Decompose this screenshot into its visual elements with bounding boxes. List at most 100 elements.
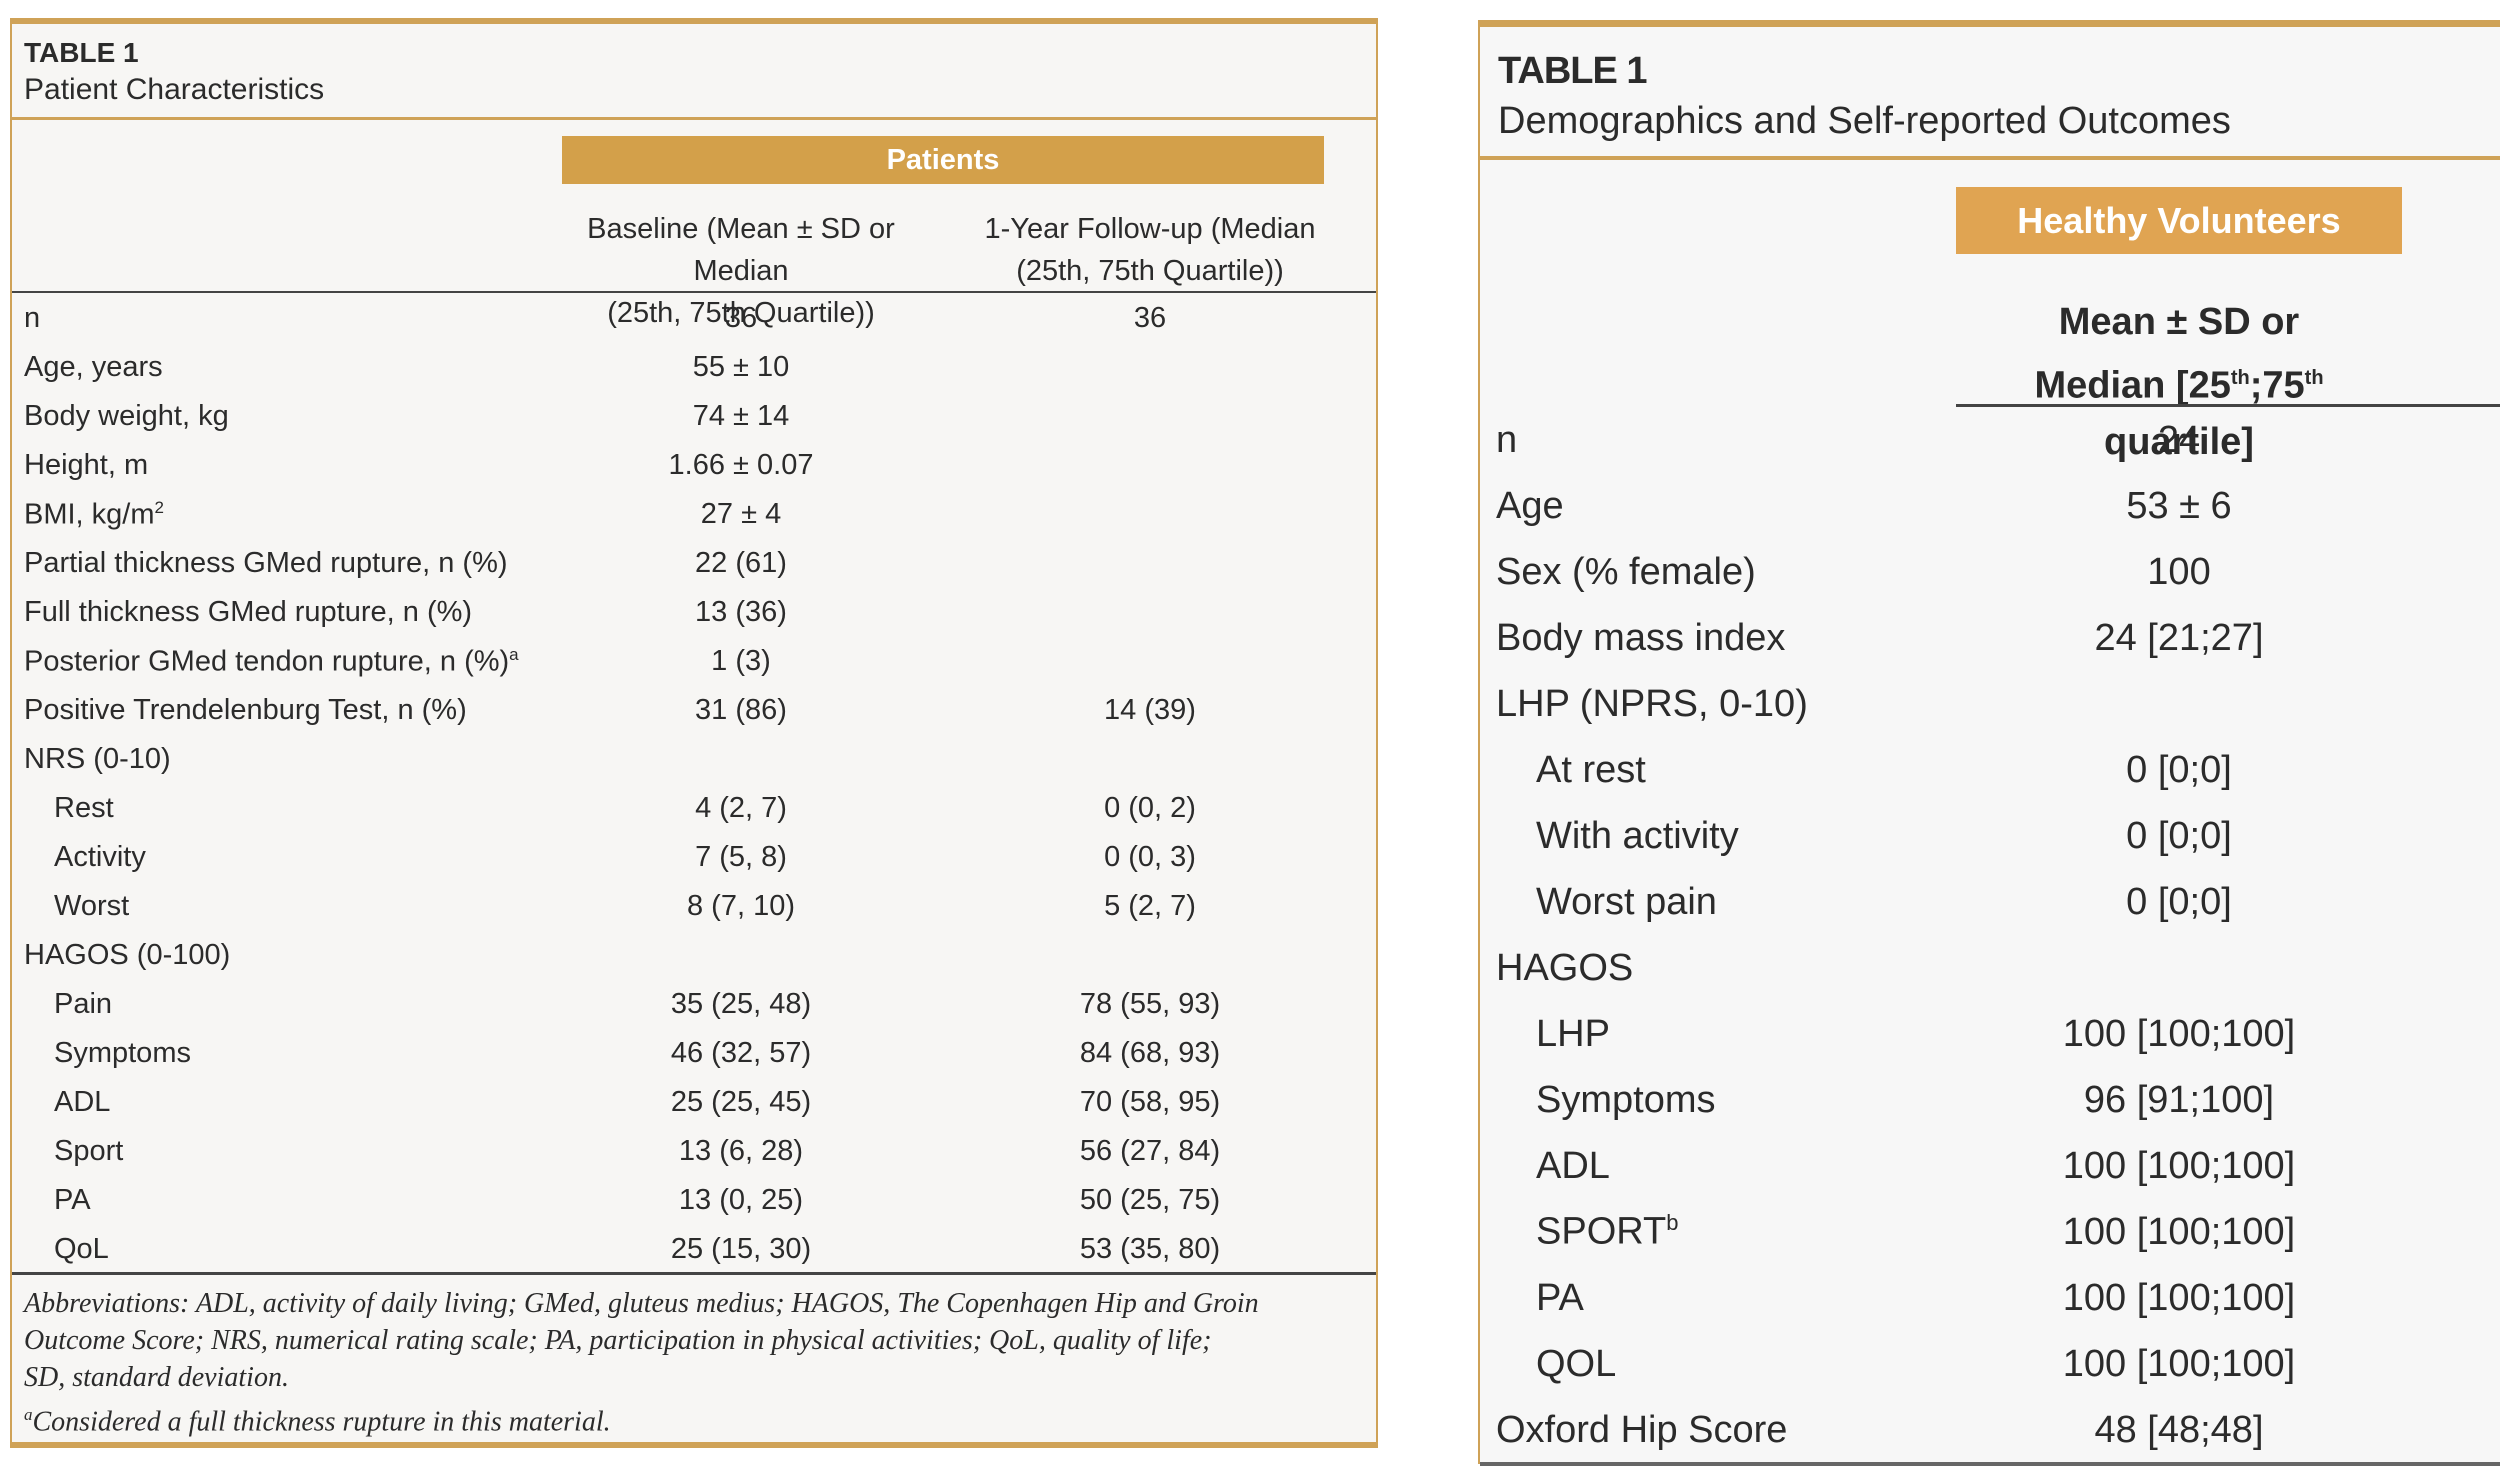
footnote-line: Outcome Score; NRS, numerical rating sca… bbox=[24, 1325, 1212, 1356]
bottom-divider bbox=[1480, 1462, 2500, 1466]
row-label: LHP bbox=[1480, 1013, 1956, 1056]
row-label-text: n bbox=[24, 302, 41, 334]
row-label: Rest bbox=[12, 792, 562, 825]
row-label-text: QoL bbox=[54, 1233, 109, 1265]
footnote-line: SD, standard deviation. bbox=[24, 1362, 289, 1393]
followup-cell: 56 (27, 84) bbox=[1079, 1135, 1221, 1167]
followup-header-line1: 1-Year Follow-up (Median bbox=[984, 213, 1316, 245]
table-row: QOL 100 [100;100] bbox=[1480, 1331, 2500, 1397]
table-row: BMI, kg/m2 27 ± 4 bbox=[12, 490, 1376, 539]
baseline-cell: 1 (3) bbox=[711, 645, 771, 677]
value-cell: 0 [0;0] bbox=[2126, 748, 2232, 791]
table-row: Partial thickness GMed rupture, n (%) 22 … bbox=[12, 539, 1376, 588]
table-row: Body weight, kg 74 ± 14 bbox=[12, 392, 1376, 441]
table-number: TABLE 1 bbox=[1498, 50, 1648, 92]
baseline-cell: 8 (7, 10) bbox=[687, 890, 795, 922]
row-label: With activity bbox=[1480, 815, 1956, 858]
row-label-text: At rest bbox=[1536, 748, 1646, 791]
table-row: Symptoms 96 [91;100] bbox=[1480, 1067, 2500, 1133]
baseline-header-line1: Baseline (Mean ± SD or Median bbox=[587, 213, 895, 287]
value-cell: 100 [100;100] bbox=[2062, 1144, 2296, 1187]
value-cell: 100 [100;100] bbox=[2062, 1342, 2296, 1385]
row-label-text: LHP bbox=[1536, 1012, 1610, 1055]
followup-cell: 5 (2, 7) bbox=[1104, 890, 1196, 922]
baseline-cell: 22 (61) bbox=[695, 547, 787, 579]
baseline-cell: 7 (5, 8) bbox=[695, 841, 787, 873]
row-label: HAGOS bbox=[1480, 947, 1956, 990]
row-label: n bbox=[1480, 419, 1956, 462]
baseline-cell: 13 (6, 28) bbox=[678, 1135, 804, 1167]
baseline-cell: 74 ± 14 bbox=[692, 400, 790, 432]
row-label-text: Sport bbox=[54, 1135, 124, 1167]
header-divider bbox=[1956, 404, 2500, 407]
table-row: PA 13 (0, 25) 50 (25, 75) bbox=[12, 1176, 1376, 1225]
column-header-line1: Mean ± SD or bbox=[2058, 301, 2300, 343]
followup-header-line2: (25th, 75th Quartile)) bbox=[1016, 255, 1284, 287]
row-label: QOL bbox=[1480, 1343, 1956, 1386]
patient-characteristics-table: TABLE 1 Patient Characteristics Patients… bbox=[10, 18, 1378, 1448]
baseline-cell: 35 (25, 48) bbox=[670, 988, 812, 1020]
row-label-sup: a bbox=[509, 644, 519, 664]
header-part: Median [25 bbox=[2034, 364, 2231, 407]
row-label-text: Symptoms bbox=[54, 1037, 191, 1069]
row-label: BMI, kg/m2 bbox=[12, 498, 562, 532]
row-label: Positive Trendelenburg Test, n (%) bbox=[12, 694, 562, 727]
row-label: SPORTb bbox=[1480, 1210, 1956, 1254]
row-label-text: Body mass index bbox=[1496, 616, 1786, 659]
table-row: Worst 8 (7, 10) 5 (2, 7) bbox=[12, 882, 1376, 931]
row-label-text: With activity bbox=[1536, 814, 1739, 857]
table-title-area: TABLE 1 Patient Characteristics bbox=[12, 24, 1376, 120]
row-label: Oxford Hip Score bbox=[1480, 1409, 1956, 1452]
row-label-text: Age, years bbox=[24, 351, 163, 383]
followup-cell: 0 (0, 2) bbox=[1104, 792, 1196, 824]
row-label-text: Pain bbox=[54, 988, 113, 1020]
row-label: QoL bbox=[12, 1233, 562, 1266]
table-row: NRS (0-10) bbox=[12, 735, 1376, 784]
row-label: Activity bbox=[12, 841, 562, 874]
table-title: Patient Characteristics bbox=[24, 73, 325, 106]
table-row: At rest 0 [0;0] bbox=[1480, 737, 2500, 803]
row-label: PA bbox=[1480, 1277, 1956, 1320]
baseline-cell: 36 bbox=[724, 302, 758, 334]
table-body: n 36 36 Age, years 55 ± 10 Body weight, kg 74 … bbox=[12, 294, 1376, 1274]
table-row: Posterior GMed tendon rupture, n (%)a 1 (… bbox=[12, 637, 1376, 686]
table-row: Height, m 1.66 ± 0.07 bbox=[12, 441, 1376, 490]
value-column-header: Mean ± SD or Median [25th;75th quartile] bbox=[1956, 294, 2402, 470]
row-label-text: ADL bbox=[54, 1086, 111, 1118]
row-label-text: Partial thickness GMed rupture, n (%) bbox=[24, 547, 508, 579]
value-cell: 100 bbox=[2147, 550, 2211, 593]
baseline-cell: 13 (0, 25) bbox=[678, 1184, 804, 1216]
row-label-text: ADL bbox=[1536, 1144, 1610, 1187]
row-label-text: HAGOS (0-100) bbox=[24, 939, 231, 971]
row-label: Posterior GMed tendon rupture, n (%)a bbox=[12, 645, 562, 679]
table-row: LHP (NPRS, 0-10) bbox=[1480, 671, 2500, 737]
row-label-text: Posterior GMed tendon rupture, n (%) bbox=[24, 645, 510, 678]
row-label: Worst bbox=[12, 890, 562, 923]
table-row: Activity 7 (5, 8) 0 (0, 3) bbox=[12, 833, 1376, 882]
row-label: At rest bbox=[1480, 749, 1956, 792]
row-label-text: Height, m bbox=[24, 449, 149, 481]
value-cell: 0 [0;0] bbox=[2126, 880, 2232, 923]
value-cell: 53 ± 6 bbox=[2126, 484, 2232, 527]
followup-cell: 14 (39) bbox=[1104, 694, 1196, 726]
baseline-cell: 13 (36) bbox=[695, 596, 787, 628]
baseline-cell: 4 (2, 7) bbox=[695, 792, 787, 824]
row-label-text: Oxford Hip Score bbox=[1496, 1408, 1788, 1451]
row-label-text: Sex (% female) bbox=[1496, 550, 1756, 593]
table-row: Age, years 55 ± 10 bbox=[12, 343, 1376, 392]
header-sup: th bbox=[2304, 367, 2324, 389]
table-row: Sport 13 (6, 28) 56 (27, 84) bbox=[12, 1127, 1376, 1176]
row-label: Sport bbox=[12, 1135, 562, 1168]
header-part: ;75 bbox=[2249, 364, 2305, 407]
row-label-text: QOL bbox=[1536, 1342, 1617, 1385]
followup-cell: 84 (68, 93) bbox=[1079, 1037, 1221, 1069]
row-label: NRS (0-10) bbox=[12, 743, 562, 776]
row-label-text: n bbox=[1496, 418, 1518, 461]
baseline-cell: 25 (15, 30) bbox=[670, 1233, 812, 1265]
row-label: ADL bbox=[1480, 1145, 1956, 1188]
row-label: Partial thickness GMed rupture, n (%) bbox=[12, 547, 562, 580]
value-cell: 100 [100;100] bbox=[2062, 1210, 2296, 1253]
row-label-text: BMI, kg/m bbox=[24, 498, 155, 531]
row-label-sup: b bbox=[1666, 1210, 1679, 1236]
row-label: Symptoms bbox=[1480, 1079, 1956, 1122]
